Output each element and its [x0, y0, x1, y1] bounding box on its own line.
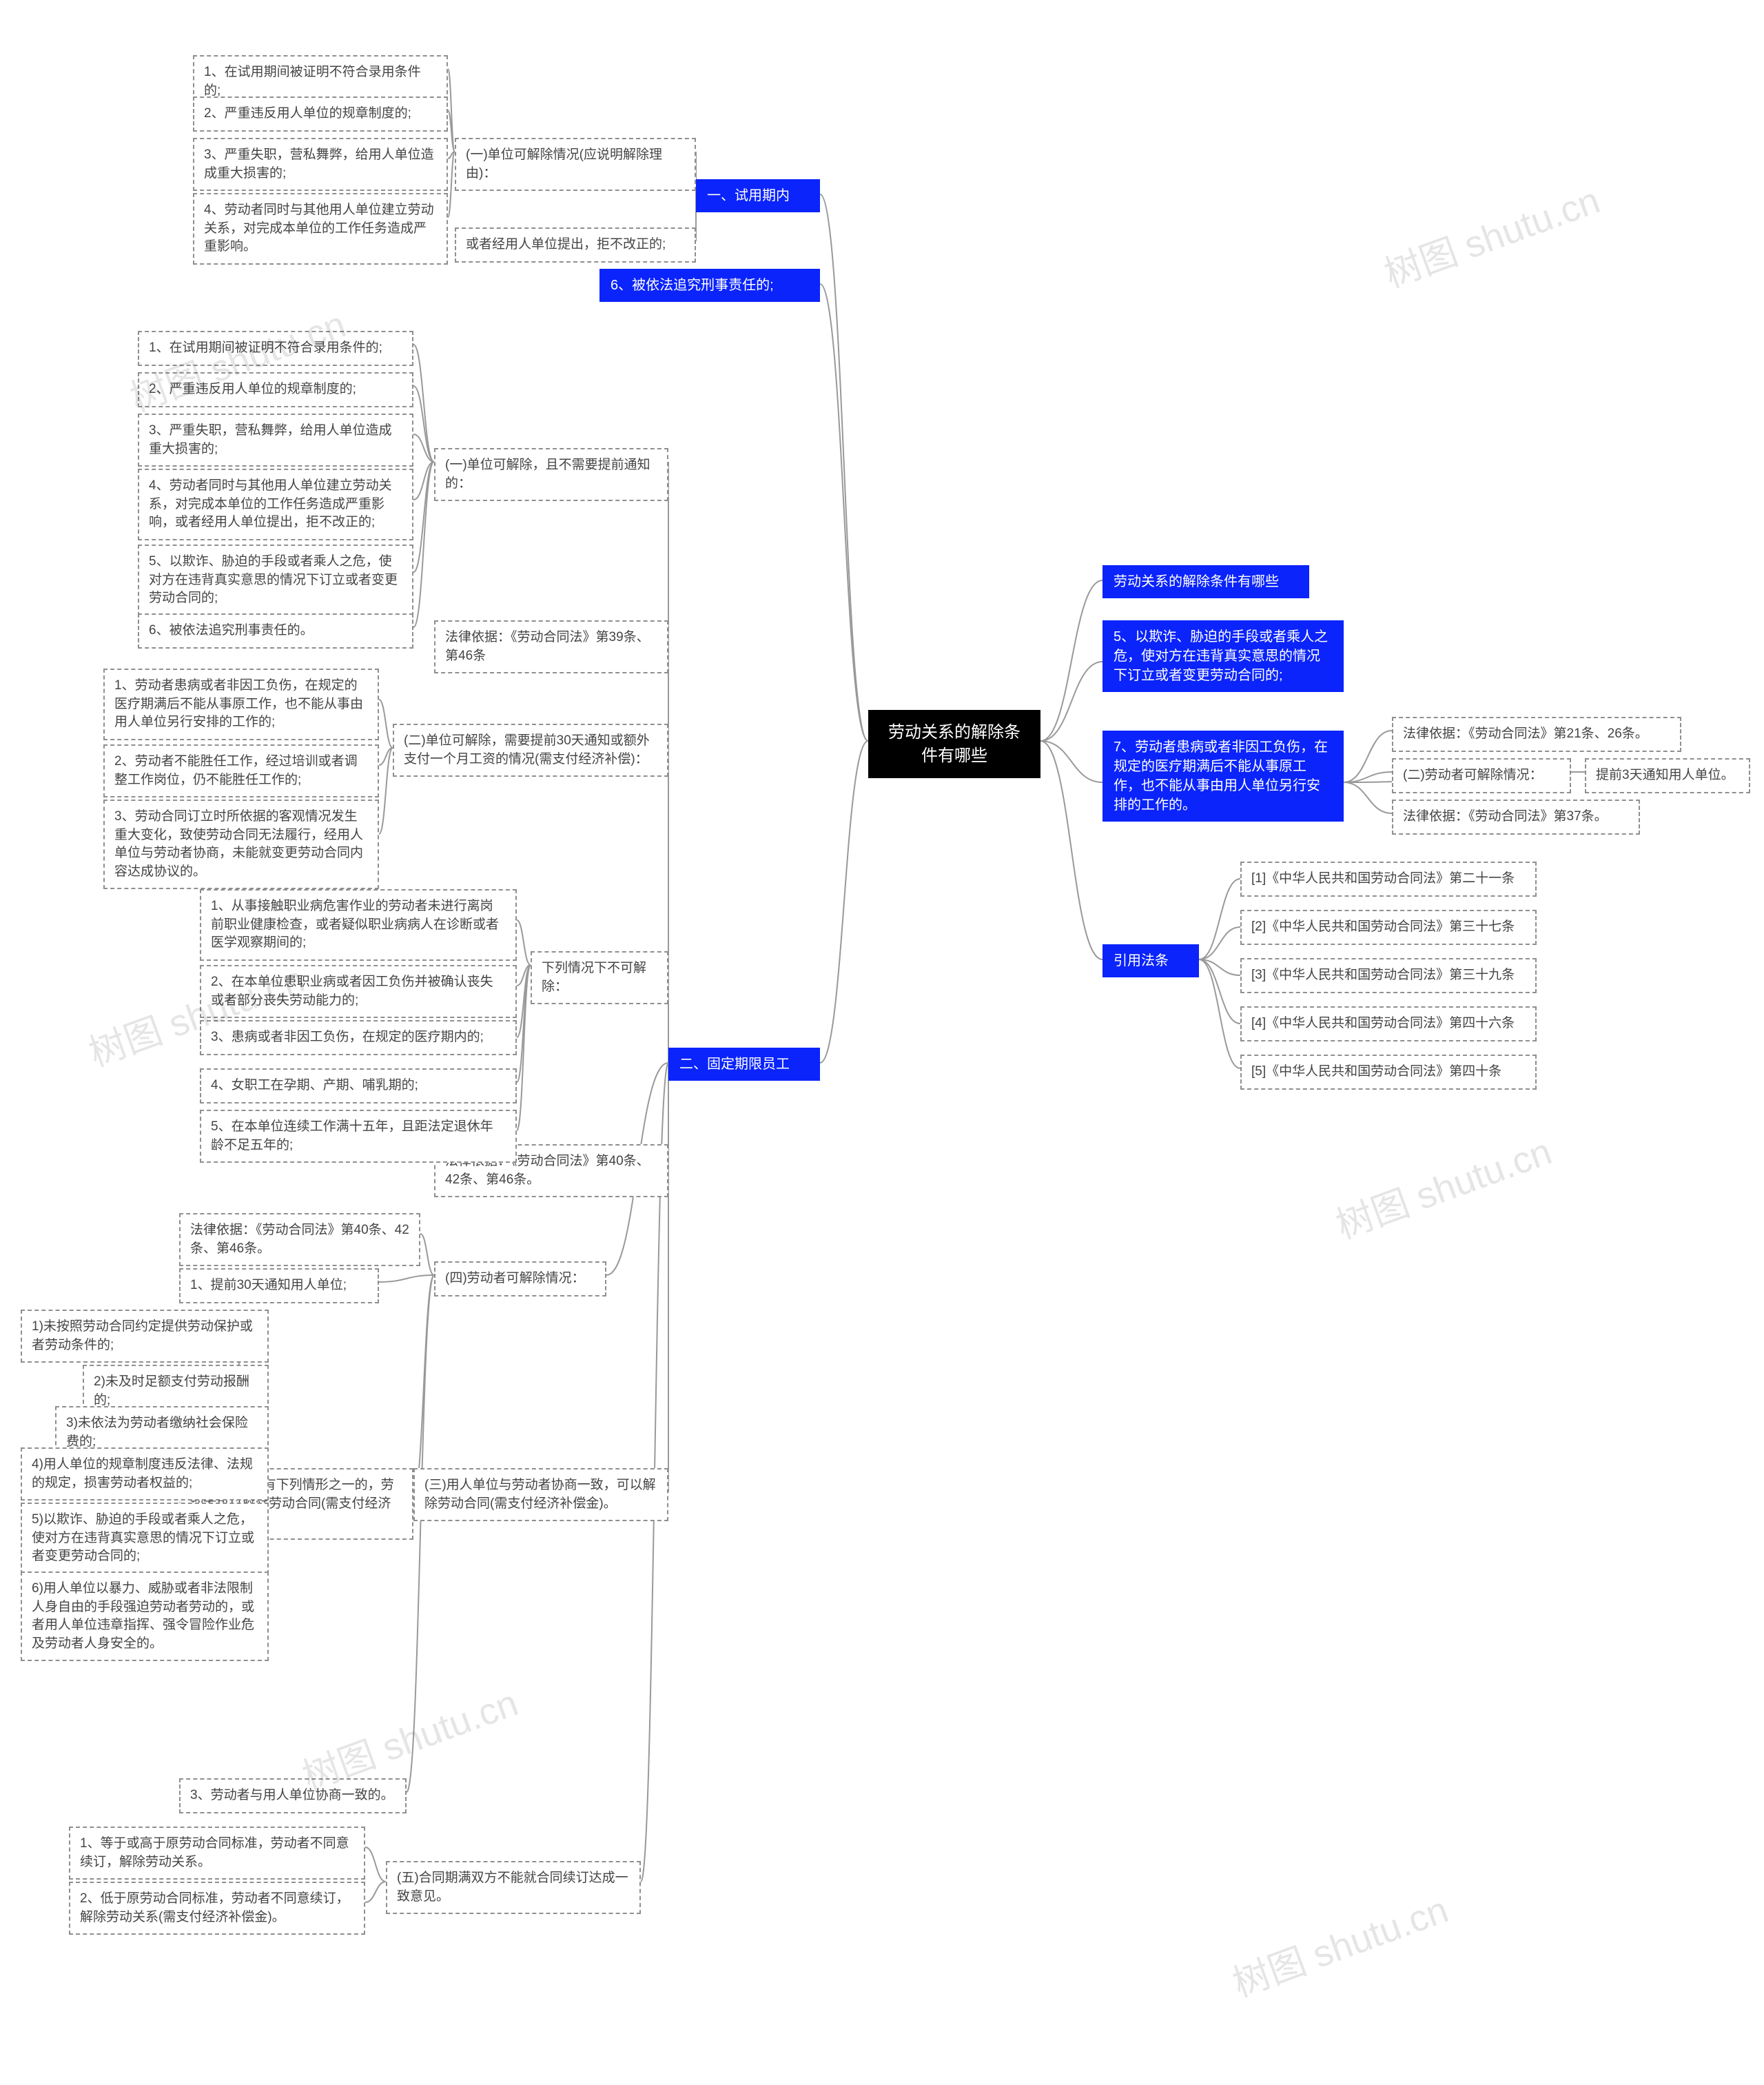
l3d-leaf-2: 3、患病或者非因工负伤，在规定的医疗期内的; [200, 1020, 517, 1055]
l3-child-3: 下列情况下不可解除： [531, 951, 668, 1004]
l3g2-leaf-3: 4)用人单位的规章制度违反法律、法规的规定，损害劳动者权益的; [21, 1447, 269, 1501]
l3a-leaf-3: 4、劳动者同时与其他用人单位建立劳动关系，对完成本单位的工作任务造成严重影响，或… [138, 469, 413, 540]
center-node: 劳动关系的解除条件有哪些 [868, 710, 1040, 778]
l3c-leaf-0: 1、劳动者患病或者非因工负伤，在规定的医疗期满后不能从事原工作，也不能从事由用人… [103, 669, 379, 740]
l3d-leaf-1: 2、在本单位患职业病或者因工负伤并被确认丧失或者部分丧失劳动能力的; [200, 965, 517, 1018]
l3h-leaf-0: 1、等于或高于原劳动合同标准，劳动者不同意续订，解除劳动关系。 [69, 1827, 365, 1880]
l3g2-leaf-5: 6)用人单位以暴力、威胁或者非法限制人身自由的手段强迫劳动者劳动的，或者用人单位… [21, 1572, 269, 1661]
l3a-leaf-2: 3、严重失职，营私舞弊，给用人单位造成重大损害的; [138, 414, 413, 467]
r3-leaf-2: 提前3天通知用人单位。 [1585, 758, 1750, 793]
r3-leaf-3: 法律依据：《劳动合同法》第37条。 [1392, 800, 1640, 835]
l3a-leaf-5: 6、被依法追究刑事责任的。 [138, 613, 413, 649]
l1-child-1: 或者经用人单位提出，拒不改正的; [455, 227, 696, 263]
left-primary-1: 6、被依法追究刑事责任的; [599, 269, 820, 302]
right-primary-0: 劳动关系的解除条件有哪些 [1102, 565, 1309, 598]
l3d-leaf-3: 4、女职工在孕期、产期、哺乳期的; [200, 1068, 517, 1103]
l1a-leaf-2: 3、严重失职，营私舞弊，给用人单位造成重大损害的; [193, 138, 448, 191]
l3a-leaf-0: 1、在试用期间被证明不符合录用条件的; [138, 331, 413, 366]
r4-leaf-1: [2]《中华人民共和国劳动合同法》第三十七条 [1240, 910, 1537, 945]
r4-leaf-0: [1]《中华人民共和国劳动合同法》第二十一条 [1240, 862, 1537, 897]
l1a-leaf-3: 4、劳动者同时与其他用人单位建立劳动关系，对完成本单位的工作任务造成严重影响。 [193, 193, 448, 265]
right-primary-3: 引用法条 [1102, 944, 1199, 977]
l3g2-leaf-0: 1)未按照劳动合同约定提供劳动保护或者劳动条件的; [21, 1310, 269, 1363]
l3d-leaf-4: 5、在本单位连续工作满十五年，且距法定退休年龄不足五年的; [200, 1110, 517, 1163]
r3-leaf-0: 法律依据：《劳动合同法》第21条、26条。 [1392, 717, 1681, 752]
r3-leaf-1: (二)劳动者可解除情况： [1392, 758, 1571, 793]
l3-child-6: (四)劳动者可解除情况： [434, 1261, 606, 1296]
l3-child-0: (一)单位可解除，且不需要提前通知的： [434, 448, 668, 501]
r4-leaf-3: [4]《中华人民共和国劳动合同法》第四十六条 [1240, 1006, 1537, 1041]
left-primary-0: 一、试用期内 [696, 179, 820, 212]
l3h-leaf-1: 2、低于原劳动合同标准，劳动者不同意续订，解除劳动关系(需支付经济补偿金)。 [69, 1882, 365, 1935]
l3-child-1: 法律依据：《劳动合同法》第39条、第46条 [434, 620, 668, 673]
l3d-leaf-0: 1、从事接触职业病危害作业的劳动者未进行离岗前职业健康检查，或者疑似职业病病人在… [200, 889, 517, 961]
l1-child-0: (一)单位可解除情况(应说明解除理由)： [455, 138, 696, 191]
right-primary-1: 5、以欺诈、胁迫的手段或者乘人之危，使对方在违背真实意思的情况下订立或者变更劳动… [1102, 620, 1344, 692]
l3c-leaf-1: 2、劳动者不能胜任工作，经过培训或者调整工作岗位，仍不能胜任工作的; [103, 744, 379, 797]
l3-child-2: (二)单位可解除，需要提前30天通知或额外支付一个月工资的情况(需支付经济补偿)… [393, 724, 668, 777]
r4-leaf-4: [5]《中华人民共和国劳动合同法》第四十条 [1240, 1055, 1537, 1090]
right-primary-2: 7、劳动者患病或者非因工负伤，在规定的医疗期满后不能从事原工作，也不能从事由用人… [1102, 731, 1344, 822]
l3a-leaf-4: 5、以欺诈、胁迫的手段或者乘人之危，使对方在违背真实意思的情况下订立或者变更劳动… [138, 545, 413, 616]
l3g-leaf-3: 3、劳动者与用人单位协商一致的。 [179, 1778, 407, 1813]
l3g-leaf-0: 法律依据：《劳动合同法》第40条、42条、第46条。 [179, 1213, 420, 1266]
left-primary-2: 二、固定期限员工 [668, 1048, 820, 1081]
l3g2-leaf-4: 5)以欺诈、胁迫的手段或者乘人之危，使对方在违背真实意思的情况下订立或者变更劳动… [21, 1503, 269, 1574]
l3-child-7: (五)合同期满双方不能就合同续订达成一致意见。 [386, 1861, 641, 1914]
l3-child-5: (三)用人单位与劳动者协商一致，可以解除劳动合同(需支付经济补偿金)。 [413, 1468, 668, 1521]
l3a-leaf-1: 2、严重违反用人单位的规章制度的; [138, 372, 413, 407]
l1a-leaf-1: 2、严重违反用人单位的规章制度的; [193, 96, 448, 132]
l3g-leaf-1: 1、提前30天通知用人单位; [179, 1268, 379, 1303]
l3c-leaf-2: 3、劳动合同订立时所依据的客观情况发生重大变化，致使劳动合同无法履行，经用人单位… [103, 800, 379, 889]
r4-leaf-2: [3]《中华人民共和国劳动合同法》第三十九条 [1240, 958, 1537, 993]
